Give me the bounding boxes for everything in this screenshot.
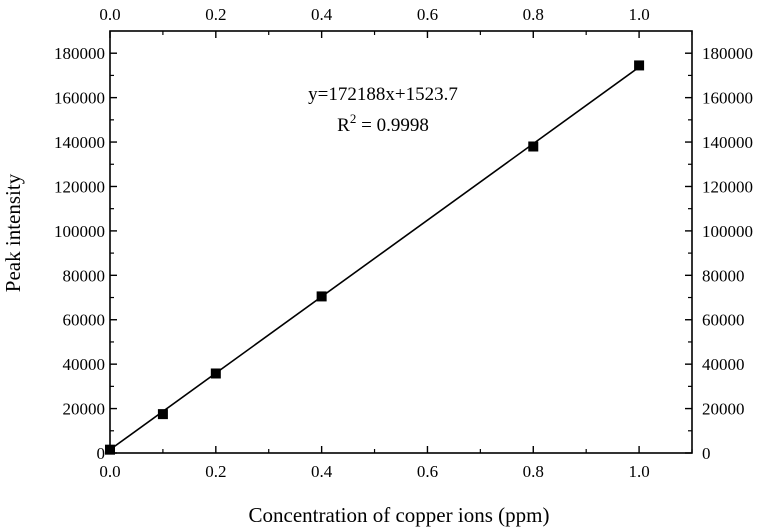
x-tick-label-top: 0.6 [417,5,438,24]
x-tick-label-bottom: 0.4 [311,462,333,481]
x-tick-label-top: 1.0 [628,5,649,24]
y-tick-label-left: 0 [97,444,106,463]
data-point [634,60,645,71]
y-tick-label-left: 120000 [54,177,105,196]
y-tick-label-right: 20000 [702,400,745,419]
data-point [528,141,539,152]
equation-label: y=172188x+1523.7 [308,84,458,105]
y-tick-label-left: 140000 [54,133,105,152]
x-tick-label-bottom: 0.8 [523,462,544,481]
data-point [157,409,168,420]
y-tick-label-left: 40000 [63,355,106,374]
x-tick-label-bottom: 1.0 [628,462,649,481]
y-tick-label-right: 40000 [702,355,745,374]
tick-layer: 0.0 0.0 0.2 0.2 0.4 0.4 0.6 0.6 0.8 0.8 1.0 1.0 0 0 20… [54,5,753,481]
x-tick-label-top: 0.0 [99,5,120,24]
x-tick-label-bottom: 0.2 [205,462,226,481]
r-squared-value: = 0.9998 [356,115,428,136]
y-tick-label-right: 180000 [702,44,753,63]
data-point [316,291,327,302]
y-tick-label-right: 140000 [702,133,753,152]
y-tick-label-left: 100000 [54,222,105,241]
data-point [210,368,221,379]
x-tick-label-top: 0.2 [205,5,226,24]
y-tick-label-right: 100000 [702,222,753,241]
r-squared-superscript: 2 [350,111,357,126]
fit-line [109,66,640,451]
y-tick-label-left: 160000 [54,89,105,108]
x-axis-title: Concentration of copper ions (ppm) [249,503,550,527]
x-tick-label-bottom: 0.6 [417,462,438,481]
y-axis-title: Peak intensity [1,173,25,292]
x-tick-label-top: 0.4 [311,5,333,24]
y-tick-label-right: 160000 [702,89,753,108]
y-tick-label-right: 60000 [702,311,745,330]
y-tick-label-left: 180000 [54,44,105,63]
plot-frame [109,30,693,454]
y-tick-label-left: 80000 [63,266,106,285]
y-tick-label-right: 0 [702,444,711,463]
r-squared-symbol: R [337,115,350,136]
y-tick-label-right: 80000 [702,266,745,285]
y-tick-label-right: 120000 [702,177,753,196]
r-squared-label: R2 = 0.9998 [337,111,429,136]
x-tick-label-bottom: 0.0 [99,462,120,481]
y-tick-label-left: 20000 [63,400,106,419]
x-tick-label-top: 0.8 [523,5,544,24]
y-tick-label-left: 60000 [63,311,106,330]
